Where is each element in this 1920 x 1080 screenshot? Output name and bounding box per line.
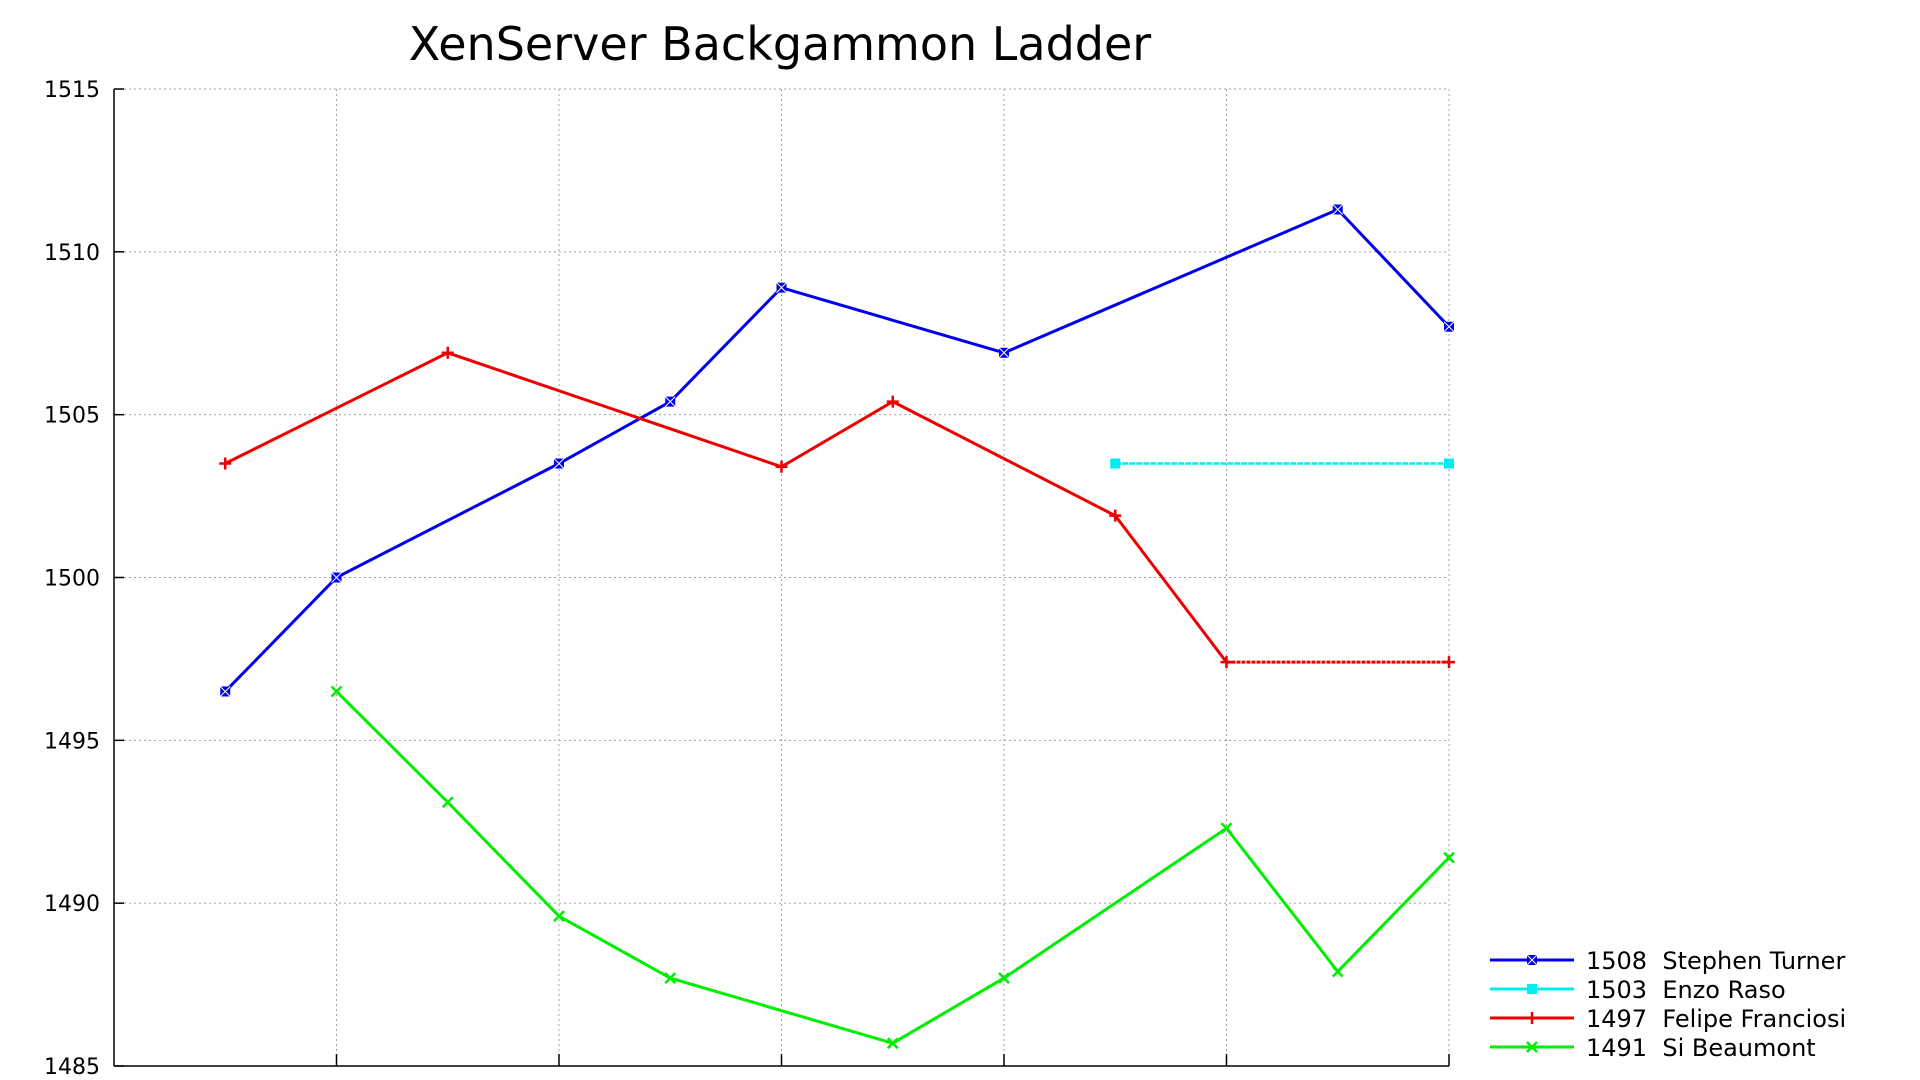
data-point: [1443, 321, 1455, 333]
grid: [114, 88, 1450, 1066]
marker-x: [330, 685, 343, 698]
y-tick-label: 1505: [44, 404, 100, 429]
data-point: [553, 910, 565, 923]
marker-plus: [1220, 656, 1233, 669]
marker-cross: [998, 347, 1010, 359]
data-point: [1220, 822, 1233, 835]
data-point: [441, 346, 454, 359]
marker-plus: [441, 346, 454, 359]
data-point: [219, 457, 232, 470]
marker-cross: [1443, 321, 1455, 333]
data-point: [1443, 656, 1455, 669]
data-point: [1526, 1041, 1538, 1053]
legend-entry: 1491 Si Beaumont: [1490, 1034, 1816, 1062]
marker-x: [1331, 965, 1344, 978]
marker-x: [441, 796, 454, 809]
legend-label: 1503 Enzo Raso: [1586, 976, 1786, 1004]
marker-x: [664, 972, 677, 984]
series-0: [219, 204, 1455, 697]
data-point: [664, 396, 676, 407]
marker-cross: [331, 572, 342, 583]
marker-x: [1526, 1041, 1538, 1053]
marker-plus: [219, 457, 232, 470]
marker-cross: [553, 458, 565, 469]
data-point: [1527, 984, 1537, 994]
marker-x: [998, 972, 1010, 984]
plot-area: [219, 204, 1455, 1050]
marker-x: [553, 910, 565, 923]
marker-cross: [219, 686, 231, 697]
legend-label: 1508 Stephen Turner: [1586, 947, 1845, 975]
data-point: [219, 686, 231, 697]
marker-plus: [1443, 656, 1455, 669]
marker-plus: [1109, 509, 1122, 522]
data-point: [1220, 656, 1233, 669]
legend-entry: 1508 Stephen Turner: [1490, 947, 1845, 975]
marker-square: [1527, 984, 1537, 994]
data-point: [1443, 851, 1455, 864]
legend-entry: 1503 Enzo Raso: [1490, 976, 1786, 1004]
chart-title: XenServer Backgammon Ladder: [409, 17, 1151, 71]
data-point: [553, 458, 565, 469]
marker-x: [1220, 822, 1233, 835]
marker-cross: [664, 396, 676, 407]
series-line: [224, 207, 1451, 693]
series-1: [1110, 458, 1454, 469]
marker-plus: [886, 395, 899, 408]
data-point: [1526, 954, 1538, 966]
data-point: [998, 347, 1010, 359]
marker-plus: [775, 460, 788, 473]
series-2: [219, 346, 1455, 669]
axes: 1485 1490 1495 1500 1505 1510 1515: [44, 78, 1450, 1080]
data-point: [1444, 458, 1454, 469]
y-tick-label: 1495: [44, 729, 100, 754]
y-tick-label: 1515: [44, 78, 100, 103]
data-point: [1332, 204, 1344, 215]
marker-square: [1110, 458, 1121, 469]
data-point: [776, 282, 787, 294]
series-line: [224, 351, 1228, 664]
marker-cross: [776, 282, 787, 294]
marker-square: [1444, 458, 1454, 469]
data-point: [998, 972, 1010, 984]
marker-x: [886, 1037, 899, 1050]
y-tick-label: 1490: [44, 892, 100, 917]
data-point: [331, 572, 342, 583]
marker-plus: [1526, 1012, 1538, 1024]
data-point: [1110, 458, 1121, 469]
series-line: [335, 690, 1451, 1045]
data-point: [1109, 509, 1122, 522]
data-point: [330, 685, 343, 698]
data-point: [886, 395, 899, 408]
y-tick-label: 1510: [44, 241, 100, 266]
marker-cross: [1526, 954, 1538, 966]
y-tick-label: 1485: [44, 1055, 100, 1080]
marker-x: [1443, 851, 1455, 864]
series-3: [330, 685, 1455, 1050]
data-point: [441, 796, 454, 809]
data-point: [886, 1037, 899, 1050]
data-point: [1526, 1012, 1538, 1024]
legend-label: 1491 Si Beaumont: [1586, 1034, 1816, 1062]
data-point: [664, 972, 677, 984]
legend-label: 1497 Felipe Franciosi: [1586, 1005, 1846, 1033]
data-point: [1331, 965, 1344, 978]
data-point: [775, 460, 788, 473]
y-tick-label: 1500: [44, 567, 100, 592]
legend-entry: 1497 Felipe Franciosi: [1490, 1005, 1846, 1033]
marker-cross: [1332, 204, 1344, 215]
